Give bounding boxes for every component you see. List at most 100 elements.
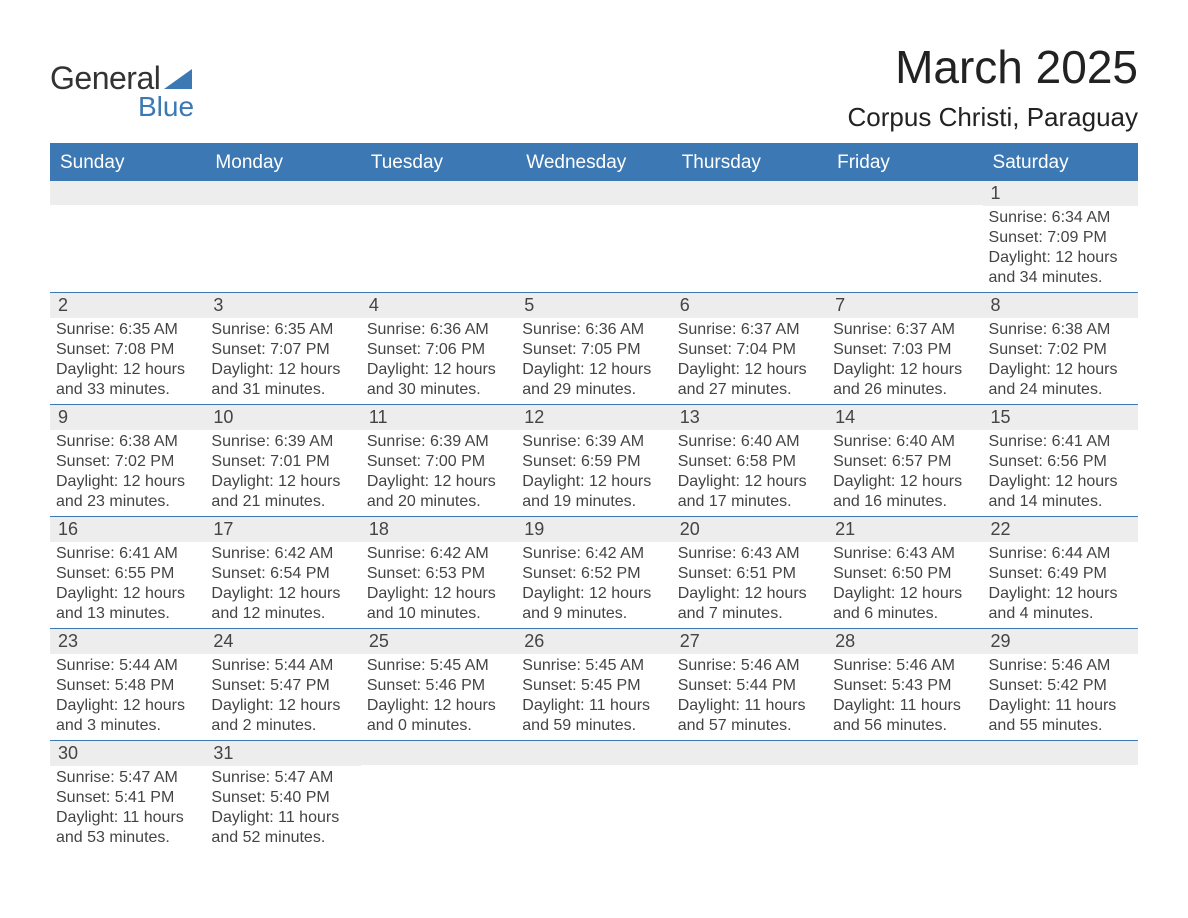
weekday-tuesday: Tuesday (361, 146, 516, 180)
day-number-empty (50, 181, 205, 205)
day-number: 8 (983, 293, 1138, 318)
weekday-wednesday: Wednesday (516, 146, 671, 180)
title-block: March 2025 Corpus Christi, Paraguay (848, 40, 1138, 133)
sunrise-line: Sunrise: 6:34 AM (989, 208, 1132, 228)
day-details: Sunrise: 6:42 AMSunset: 6:54 PMDaylight:… (205, 542, 360, 628)
day-details: Sunrise: 6:37 AMSunset: 7:04 PMDaylight:… (672, 318, 827, 404)
sunrise-line: Sunrise: 5:46 AM (678, 656, 821, 676)
day-cell: 23Sunrise: 5:44 AMSunset: 5:48 PMDayligh… (50, 629, 205, 740)
day-cell (672, 181, 827, 292)
month-title: March 2025 (848, 40, 1138, 94)
day-number-empty (516, 741, 671, 765)
sunrise-line: Sunrise: 6:35 AM (211, 320, 354, 340)
day-details: Sunrise: 6:43 AMSunset: 6:51 PMDaylight:… (672, 542, 827, 628)
daylight-line: Daylight: 11 hours and 57 minutes. (678, 696, 821, 736)
sunrise-line: Sunrise: 6:39 AM (367, 432, 510, 452)
sunset-line: Sunset: 6:59 PM (522, 452, 665, 472)
triangle-icon (164, 69, 192, 89)
day-details: Sunrise: 5:46 AMSunset: 5:43 PMDaylight:… (827, 654, 982, 740)
day-number: 17 (205, 517, 360, 542)
day-number: 11 (361, 405, 516, 430)
day-number: 5 (516, 293, 671, 318)
day-cell: 19Sunrise: 6:42 AMSunset: 6:52 PMDayligh… (516, 517, 671, 628)
day-cell (361, 741, 516, 852)
day-number: 20 (672, 517, 827, 542)
day-cell (516, 741, 671, 852)
day-number: 16 (50, 517, 205, 542)
sunrise-line: Sunrise: 6:43 AM (833, 544, 976, 564)
day-details: Sunrise: 6:35 AMSunset: 7:07 PMDaylight:… (205, 318, 360, 404)
day-number: 27 (672, 629, 827, 654)
weeks-container: 1Sunrise: 6:34 AMSunset: 7:09 PMDaylight… (50, 180, 1138, 852)
daylight-line: Daylight: 12 hours and 2 minutes. (211, 696, 354, 736)
week-row: 30Sunrise: 5:47 AMSunset: 5:41 PMDayligh… (50, 740, 1138, 852)
sunrise-line: Sunrise: 6:40 AM (833, 432, 976, 452)
day-details: Sunrise: 6:39 AMSunset: 6:59 PMDaylight:… (516, 430, 671, 516)
sunset-line: Sunset: 5:45 PM (522, 676, 665, 696)
day-cell: 20Sunrise: 6:43 AMSunset: 6:51 PMDayligh… (672, 517, 827, 628)
day-number: 10 (205, 405, 360, 430)
logo-text-blue: Blue (138, 91, 194, 123)
daylight-line: Daylight: 12 hours and 4 minutes. (989, 584, 1132, 624)
day-cell: 6Sunrise: 6:37 AMSunset: 7:04 PMDaylight… (672, 293, 827, 404)
sunset-line: Sunset: 7:09 PM (989, 228, 1132, 248)
day-number-empty (516, 181, 671, 205)
day-cell: 30Sunrise: 5:47 AMSunset: 5:41 PMDayligh… (50, 741, 205, 852)
day-details: Sunrise: 5:47 AMSunset: 5:41 PMDaylight:… (50, 766, 205, 852)
daylight-line: Daylight: 12 hours and 27 minutes. (678, 360, 821, 400)
day-details: Sunrise: 6:44 AMSunset: 6:49 PMDaylight:… (983, 542, 1138, 628)
day-number: 9 (50, 405, 205, 430)
daylight-line: Daylight: 12 hours and 10 minutes. (367, 584, 510, 624)
day-number: 19 (516, 517, 671, 542)
sunrise-line: Sunrise: 6:44 AM (989, 544, 1132, 564)
day-number: 28 (827, 629, 982, 654)
day-number: 3 (205, 293, 360, 318)
day-number-empty (827, 181, 982, 205)
day-cell: 26Sunrise: 5:45 AMSunset: 5:45 PMDayligh… (516, 629, 671, 740)
day-number: 12 (516, 405, 671, 430)
sunset-line: Sunset: 7:06 PM (367, 340, 510, 360)
day-cell (205, 181, 360, 292)
day-cell (516, 181, 671, 292)
day-number: 31 (205, 741, 360, 766)
day-cell: 8Sunrise: 6:38 AMSunset: 7:02 PMDaylight… (983, 293, 1138, 404)
sunset-line: Sunset: 6:57 PM (833, 452, 976, 472)
weekday-monday: Monday (205, 146, 360, 180)
sunrise-line: Sunrise: 5:44 AM (56, 656, 199, 676)
day-cell: 1Sunrise: 6:34 AMSunset: 7:09 PMDaylight… (983, 181, 1138, 292)
sunset-line: Sunset: 6:54 PM (211, 564, 354, 584)
day-cell: 18Sunrise: 6:42 AMSunset: 6:53 PMDayligh… (361, 517, 516, 628)
day-details: Sunrise: 5:44 AMSunset: 5:47 PMDaylight:… (205, 654, 360, 740)
daylight-line: Daylight: 12 hours and 30 minutes. (367, 360, 510, 400)
sunset-line: Sunset: 7:04 PM (678, 340, 821, 360)
day-number: 25 (361, 629, 516, 654)
weekday-saturday: Saturday (983, 146, 1138, 180)
day-cell: 29Sunrise: 5:46 AMSunset: 5:42 PMDayligh… (983, 629, 1138, 740)
day-cell: 7Sunrise: 6:37 AMSunset: 7:03 PMDaylight… (827, 293, 982, 404)
day-details: Sunrise: 6:38 AMSunset: 7:02 PMDaylight:… (50, 430, 205, 516)
day-number: 7 (827, 293, 982, 318)
daylight-line: Daylight: 12 hours and 14 minutes. (989, 472, 1132, 512)
week-row: 1Sunrise: 6:34 AMSunset: 7:09 PMDaylight… (50, 180, 1138, 292)
daylight-line: Daylight: 12 hours and 6 minutes. (833, 584, 976, 624)
daylight-line: Daylight: 12 hours and 34 minutes. (989, 248, 1132, 288)
daylight-line: Daylight: 11 hours and 53 minutes. (56, 808, 199, 848)
day-number: 30 (50, 741, 205, 766)
daylight-line: Daylight: 12 hours and 26 minutes. (833, 360, 976, 400)
sunset-line: Sunset: 7:00 PM (367, 452, 510, 472)
sunrise-line: Sunrise: 5:46 AM (833, 656, 976, 676)
sunrise-line: Sunrise: 5:45 AM (367, 656, 510, 676)
day-number: 1 (983, 181, 1138, 206)
day-cell (827, 181, 982, 292)
sunrise-line: Sunrise: 6:39 AM (522, 432, 665, 452)
header: General Blue March 2025 Corpus Christi, … (50, 40, 1138, 133)
day-cell: 2Sunrise: 6:35 AMSunset: 7:08 PMDaylight… (50, 293, 205, 404)
sunrise-line: Sunrise: 5:45 AM (522, 656, 665, 676)
sunset-line: Sunset: 5:43 PM (833, 676, 976, 696)
day-details: Sunrise: 5:46 AMSunset: 5:44 PMDaylight:… (672, 654, 827, 740)
sunset-line: Sunset: 5:40 PM (211, 788, 354, 808)
sunrise-line: Sunrise: 6:42 AM (522, 544, 665, 564)
sunset-line: Sunset: 6:58 PM (678, 452, 821, 472)
day-cell: 22Sunrise: 6:44 AMSunset: 6:49 PMDayligh… (983, 517, 1138, 628)
sunrise-line: Sunrise: 6:36 AM (522, 320, 665, 340)
